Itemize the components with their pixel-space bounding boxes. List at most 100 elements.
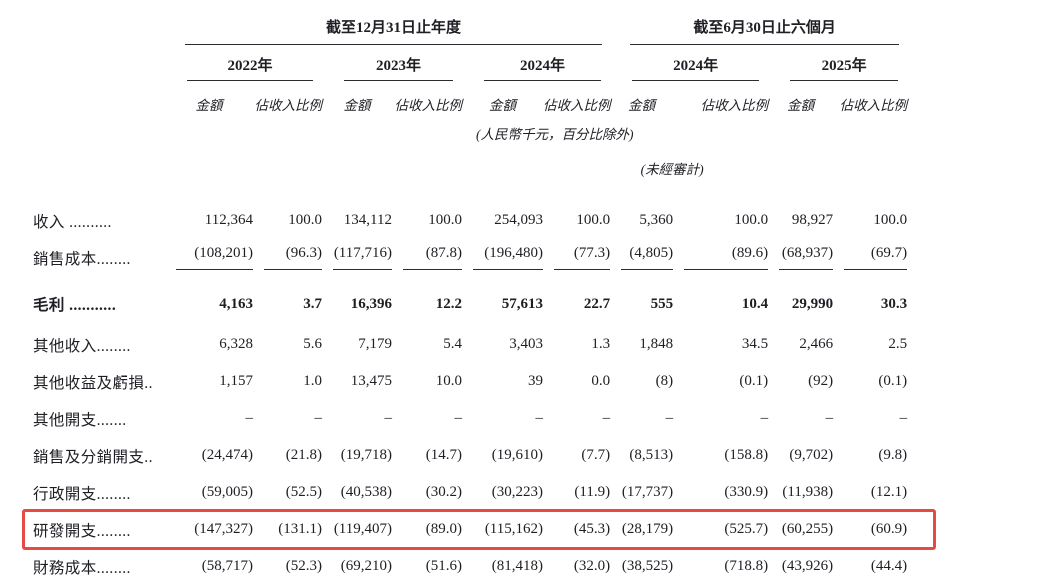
- header-spacer: [33, 178, 907, 202]
- value-text: 3,403: [509, 336, 543, 352]
- value-cell: (21.8): [253, 437, 322, 474]
- unaudited-note: (未經審計): [640, 162, 704, 177]
- row-selling-and-distribution-expenses: 銷售及分銷開支.. (24,474) (21.8) (19,718) (14.7) (19…: [33, 437, 907, 474]
- value-cell: 5.6: [253, 326, 322, 363]
- value-cell: (8,513): [610, 437, 673, 474]
- value-cell: (68,937): [768, 239, 834, 276]
- value-text: 2,466: [799, 336, 834, 352]
- value-text: 10.0: [435, 373, 462, 389]
- row-label: 其他收益及虧損..: [33, 363, 165, 400]
- value-cell: 100.0: [673, 202, 768, 239]
- value-text: 7,179: [358, 336, 392, 352]
- value-cell: (9.8): [833, 437, 907, 474]
- value-text: 57,613: [501, 295, 543, 312]
- value-cell: (718.8): [673, 548, 768, 585]
- value-text: (19,718): [340, 447, 392, 463]
- value-cell: (131.1): [253, 511, 322, 548]
- value-cell: 29,990: [768, 276, 833, 326]
- value-text: 100.0: [288, 212, 322, 228]
- value-text: (51.6): [425, 558, 462, 574]
- value-text: (158.8): [724, 447, 769, 463]
- value-text: 29,990: [791, 295, 834, 312]
- row-gross-profit: 毛利 ........... 4,163 3.7 16,396 12.2 57,613 22…: [33, 276, 907, 326]
- value-cell: 39: [462, 363, 543, 400]
- value-text: 22.7: [583, 295, 611, 312]
- value-text: (60.9): [870, 521, 908, 537]
- value-cell: (0.1): [833, 363, 907, 400]
- value-cell: –: [673, 400, 769, 437]
- value-text: (68,937): [779, 245, 834, 270]
- row-label-text: 其他收益及虧損..: [33, 374, 153, 392]
- value-cell: (69.7): [833, 239, 908, 276]
- value-text: –: [314, 410, 323, 426]
- value-cell: (60.9): [833, 511, 907, 548]
- value-text: (19,610): [491, 447, 543, 463]
- row-label-text: 財務成本........: [33, 559, 131, 577]
- value-text: 134,112: [343, 212, 392, 228]
- value-cell: (40,538): [322, 474, 392, 511]
- value-cell: (89.0): [392, 511, 462, 548]
- value-cell: (96.3): [253, 239, 322, 276]
- row-label-text: 銷售成本........: [33, 250, 131, 268]
- value-cell: 134,112: [322, 202, 392, 239]
- value-cell: –: [392, 400, 463, 437]
- value-text: (11.9): [574, 484, 611, 500]
- value-text: (9,702): [789, 447, 834, 463]
- unaudited-note-row: (未經審計): [33, 143, 907, 178]
- value-cell: (115,162): [462, 511, 543, 548]
- row-cost-of-sales: 銷售成本........ (108,201) (96.3) (117,716) (87.…: [33, 239, 908, 276]
- value-cell: (81,418): [462, 548, 543, 585]
- value-text: 13,475: [350, 373, 392, 389]
- value-cell: –: [462, 400, 544, 437]
- value-text: (28,179): [621, 521, 674, 537]
- column-headers-row: 金額 佔收入比例 金額 佔收入比例 金額 佔收入比例 金額 佔收入比例 金額 佔…: [33, 81, 908, 114]
- value-text: (12.1): [870, 484, 908, 500]
- value-cell: 10.0: [392, 363, 462, 400]
- value-text: (24,474): [201, 447, 253, 463]
- value-cell: (44.4): [833, 548, 907, 585]
- value-cell: (4,805): [610, 239, 674, 276]
- value-cell: –: [253, 400, 323, 437]
- value-cell: (89.6): [673, 239, 769, 276]
- amount-header: 金額: [787, 98, 815, 113]
- value-cell: (14.7): [392, 437, 462, 474]
- row-revenue: 收入 .......... 112,364 100.0 134,112 100.0 254…: [33, 202, 907, 239]
- value-cell: –: [833, 400, 908, 437]
- row-label-text: 收入 ..........: [33, 213, 112, 231]
- value-text: (115,162): [484, 521, 543, 537]
- value-text: 2.5: [888, 336, 908, 352]
- pct-of-revenue-header: 佔收入比例: [254, 98, 323, 113]
- value-text: (0.1): [878, 373, 908, 389]
- value-cell: 1.0: [253, 363, 322, 400]
- row-label-text: 其他開支.......: [33, 411, 127, 429]
- currency-note: (人民幣千元，百分比除外): [476, 127, 634, 142]
- year-header-2025: 2025年: [768, 45, 907, 81]
- value-text: (9.8): [878, 447, 908, 463]
- value-text: –: [899, 410, 908, 426]
- row-label: 其他收入........: [33, 326, 165, 363]
- value-text: 100.0: [576, 212, 611, 228]
- row-other-gains-and-losses: 其他收益及虧損.. 1,157 1.0 13,475 10.0 39 0.0 (8) (0.1)…: [33, 363, 907, 400]
- value-text: 12.2: [435, 295, 462, 312]
- value-cell: 34.5: [673, 326, 768, 363]
- value-cell: –: [322, 400, 393, 437]
- value-text: 254,093: [494, 212, 543, 228]
- value-text: (92): [808, 373, 834, 389]
- value-cell: (108,201): [165, 239, 253, 276]
- amount-header: 金額: [343, 98, 371, 113]
- row-rd-expenses: 研發開支........ (147,327) (131.1) (119,407) (89…: [22, 509, 936, 550]
- amount-header: 金額: [489, 98, 516, 113]
- value-text: 5.6: [303, 336, 322, 352]
- value-text: –: [245, 410, 254, 426]
- value-cell: 10.4: [673, 276, 768, 326]
- value-cell: 1,157: [165, 363, 253, 400]
- value-text: (59,005): [201, 484, 253, 500]
- value-cell: (17,737): [610, 474, 673, 511]
- value-cell: –: [610, 400, 674, 437]
- amount-header: 金額: [628, 98, 656, 113]
- value-cell: (45.3): [543, 511, 610, 548]
- value-text: 100.0: [734, 212, 769, 228]
- value-text: –: [454, 410, 463, 426]
- pct-of-revenue-header: 佔收入比例: [543, 98, 611, 113]
